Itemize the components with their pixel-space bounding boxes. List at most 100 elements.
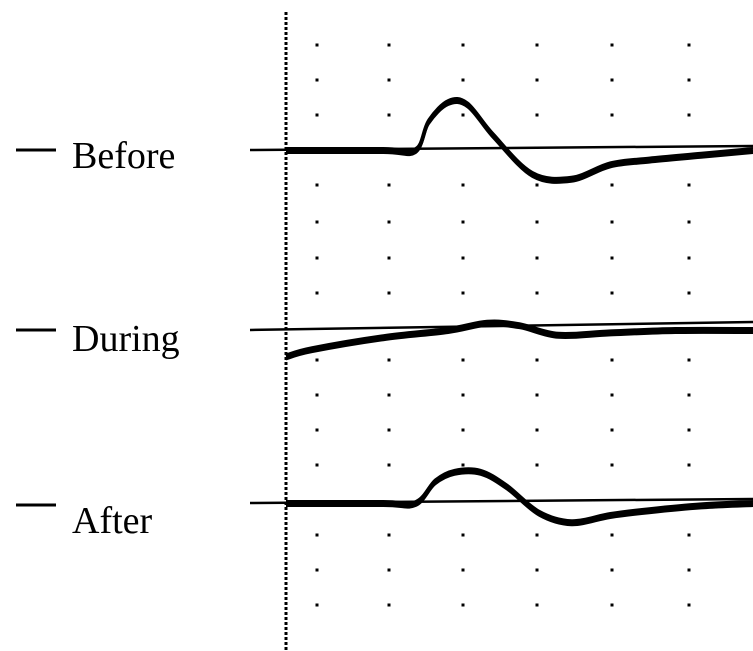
- before-label: Before: [72, 135, 175, 177]
- grid-dot: [687, 43, 691, 47]
- trace-labels: Before During After: [16, 135, 180, 542]
- traces: [249, 97, 753, 527]
- grid-dot: [461, 183, 465, 187]
- grid-dot: [610, 113, 614, 117]
- after-trace: [285, 467, 753, 522]
- grid-dot: [387, 183, 391, 187]
- grid-dot: [610, 533, 614, 537]
- grid-dot: [315, 256, 319, 260]
- grid-dot: [687, 533, 691, 537]
- grid-dot: [687, 568, 691, 572]
- grid-dot: [687, 183, 691, 187]
- grid-dot: [387, 393, 391, 397]
- grid-dot: [535, 568, 539, 572]
- grid-dot: [387, 358, 391, 362]
- grid-dot: [461, 113, 465, 117]
- grid-dot: [687, 256, 691, 260]
- grid-dot: [387, 256, 391, 260]
- before-trace: [286, 102, 753, 184]
- grid-dot: [610, 568, 614, 572]
- grid-dot: [315, 78, 319, 82]
- after-label: After: [72, 500, 153, 542]
- grid-dot: [535, 393, 539, 397]
- grid-dot: [461, 78, 465, 82]
- grid-dot: [535, 220, 539, 224]
- grid-dot: [387, 603, 391, 607]
- grid-dot: [315, 428, 319, 432]
- grid-dot: [315, 603, 319, 607]
- grid-dot: [610, 43, 614, 47]
- grid-dot: [387, 533, 391, 537]
- grid-dot: [315, 533, 319, 537]
- grid-dot: [535, 428, 539, 432]
- grid-dot: [687, 463, 691, 467]
- grid-dot: [315, 220, 319, 224]
- before-trace: [285, 98, 753, 182]
- grid-dot: [315, 43, 319, 47]
- grid-dot: [535, 603, 539, 607]
- grid-dot: [535, 113, 539, 117]
- after-trace: [286, 471, 753, 526]
- grid-dot: [315, 291, 319, 295]
- after-trace: [286, 468, 753, 525]
- grid-dot: [687, 291, 691, 295]
- during-trace: [285, 320, 753, 359]
- grid-dot: [610, 183, 614, 187]
- grid-dot: [610, 78, 614, 82]
- grid-dot: [461, 291, 465, 295]
- grid-dot: [461, 568, 465, 572]
- grid-dot: [687, 428, 691, 432]
- after-trace: [286, 472, 753, 527]
- grid-dot: [535, 43, 539, 47]
- grid-dot: [687, 393, 691, 397]
- grid-dot: [461, 220, 465, 224]
- grid-dot: [461, 533, 465, 537]
- grid-dot: [315, 393, 319, 397]
- grid-dot: [461, 393, 465, 397]
- grid-dot: [535, 533, 539, 537]
- grid-dot: [315, 568, 319, 572]
- grid-dot: [535, 358, 539, 362]
- grid-dot: [535, 291, 539, 295]
- grid-dot: [461, 603, 465, 607]
- grid-dot: [315, 183, 319, 187]
- grid-dot: [315, 113, 319, 117]
- grid-dot: [387, 113, 391, 117]
- grid-dot: [461, 358, 465, 362]
- grid-dot: [461, 463, 465, 467]
- before-trace: [285, 101, 753, 183]
- grid-dot: [535, 463, 539, 467]
- grid-dot: [535, 256, 539, 260]
- grid-dot: [610, 428, 614, 432]
- grid-dot: [610, 358, 614, 362]
- grid-dot: [461, 256, 465, 260]
- during-trace: [285, 319, 753, 356]
- grid-dot: [687, 358, 691, 362]
- grid-dot: [687, 113, 691, 117]
- grid-dot: [610, 463, 614, 467]
- grid-dot: [610, 291, 614, 295]
- grid-dot: [687, 603, 691, 607]
- during-label: During: [72, 318, 180, 360]
- grid-dot: [315, 358, 319, 362]
- grid-dot: [387, 428, 391, 432]
- grid-dot: [315, 463, 319, 467]
- grid-dot: [610, 220, 614, 224]
- during-trace: [285, 324, 753, 361]
- grid-dot: [387, 568, 391, 572]
- grid-dot: [387, 220, 391, 224]
- grid-dot: [387, 78, 391, 82]
- grid-dot: [387, 291, 391, 295]
- grid-dot: [387, 463, 391, 467]
- grid-dot: [461, 43, 465, 47]
- grid-dot: [610, 603, 614, 607]
- before-trace: [286, 97, 753, 179]
- grid-dot: [610, 393, 614, 397]
- grid-dot: [535, 183, 539, 187]
- grid-dots: [315, 43, 691, 607]
- grid-dot: [687, 78, 691, 82]
- grid-dot: [535, 78, 539, 82]
- grid-dot: [387, 43, 391, 47]
- grid-dot: [461, 428, 465, 432]
